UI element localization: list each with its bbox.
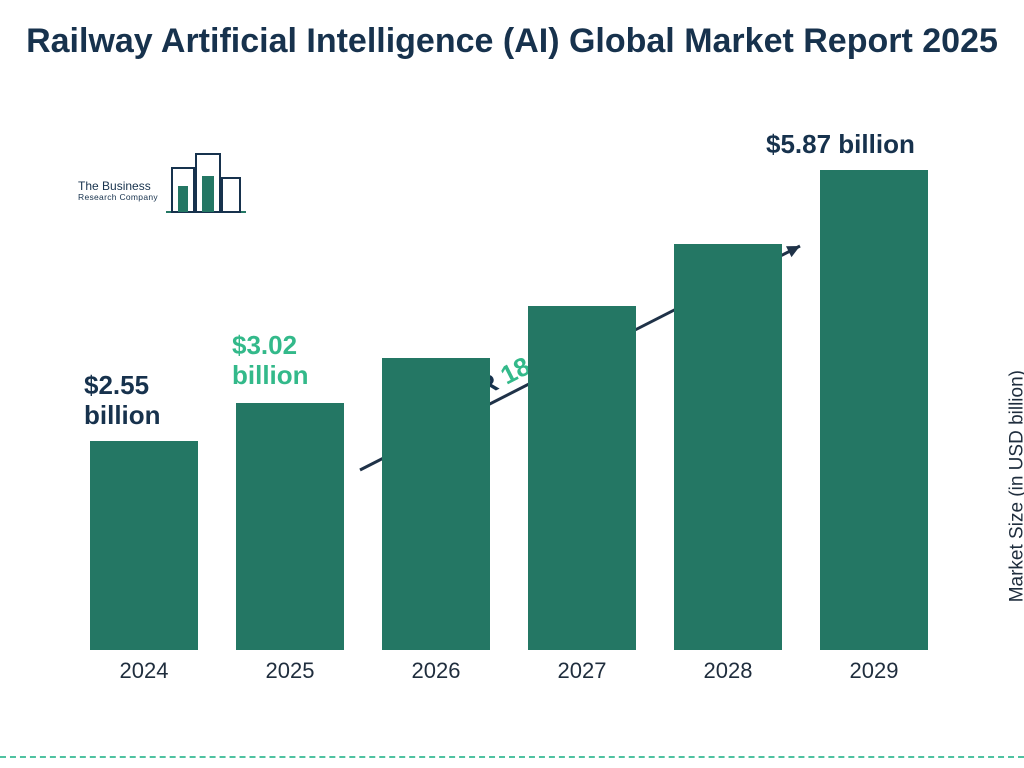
chart-title: Railway Artificial Intelligence (AI) Glo…	[0, 20, 1024, 63]
bar	[528, 306, 636, 650]
value-label: $3.02billion	[232, 331, 309, 391]
x-axis-label: 2028	[674, 658, 782, 684]
bar	[382, 358, 490, 650]
x-axis-label: 2025	[236, 658, 344, 684]
value-label: $5.87 billion	[766, 130, 915, 160]
x-axis-label: 2029	[820, 658, 928, 684]
x-axis-label: 2024	[90, 658, 198, 684]
x-axis-label: 2026	[382, 658, 490, 684]
bar	[820, 170, 928, 650]
bar	[236, 403, 344, 650]
bar-chart: CAGR 18.1% 202420252026202720282029$2.55…	[80, 130, 950, 690]
bar	[90, 441, 198, 650]
bar	[674, 244, 782, 650]
x-axis-label: 2027	[528, 658, 636, 684]
y-axis-label: Market Size (in USD billion)	[1006, 370, 1024, 602]
bottom-divider	[0, 756, 1024, 758]
value-label: $2.55billion	[84, 371, 161, 431]
